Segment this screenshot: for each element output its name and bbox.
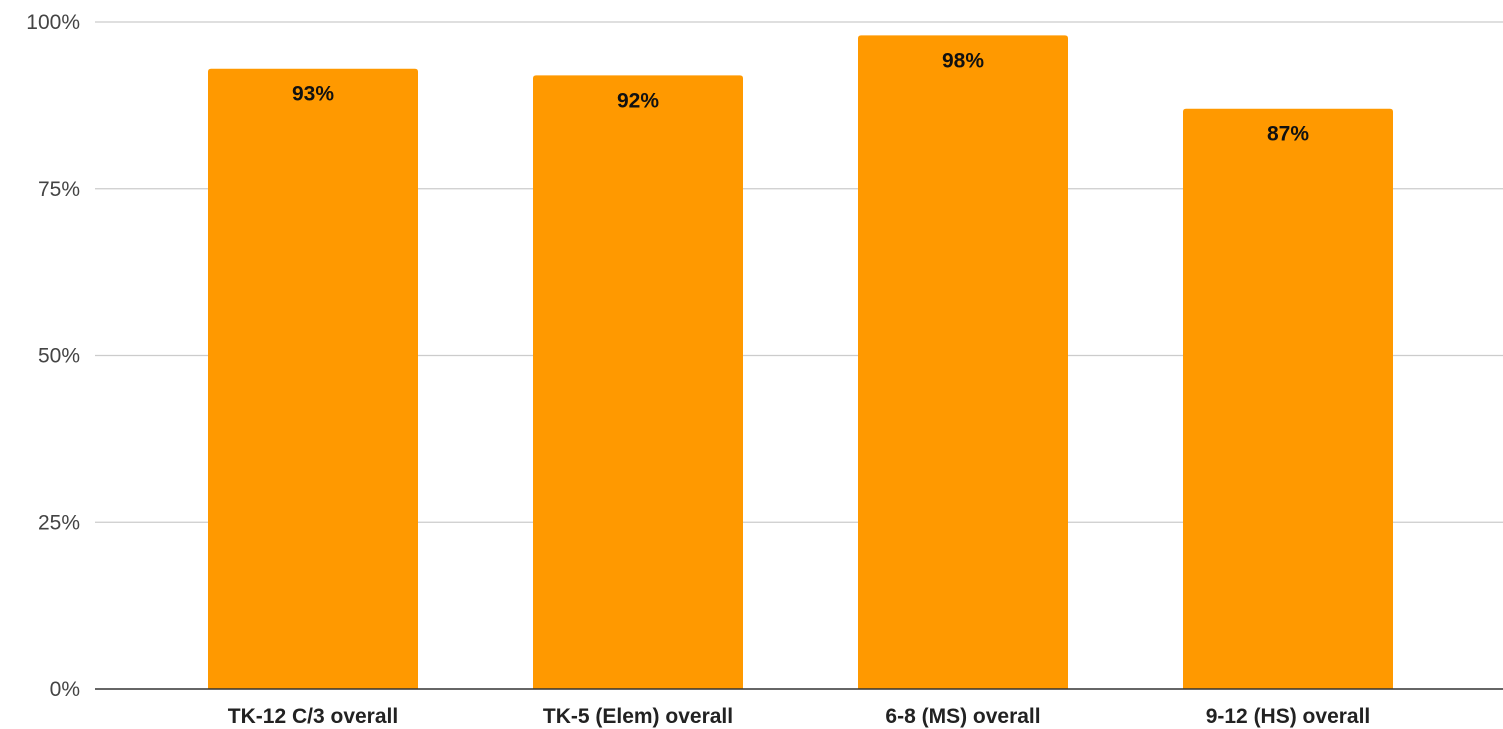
bar (1183, 108, 1393, 689)
data-label: 98% (942, 49, 984, 72)
x-tick-label: TK-5 (Elem) overall (543, 705, 733, 728)
data-label: 93% (292, 83, 334, 106)
bar (208, 68, 418, 689)
x-axis-tick-labels: TK-12 C/3 overall TK-5 (Elem) overall 6-8 … (228, 705, 1370, 728)
x-tick-label: 6-8 (MS) overall (885, 705, 1040, 728)
y-tick-label: 0% (50, 678, 80, 701)
bar (858, 35, 1068, 689)
bars (208, 35, 1393, 690)
y-tick-label: 50% (38, 345, 80, 368)
data-label: 92% (617, 89, 659, 112)
bar (533, 75, 743, 690)
x-tick-label: TK-12 C/3 overall (228, 705, 398, 728)
data-label: 87% (1267, 123, 1309, 146)
x-tick-label: 9-12 (HS) overall (1206, 705, 1371, 728)
y-tick-label: 75% (38, 178, 80, 201)
y-tick-label: 100% (26, 11, 80, 34)
data-labels: 93% 92% 98% 87% (292, 49, 1309, 145)
y-axis-tick-labels: 0% 25% 50% 75% 100% (26, 11, 80, 701)
y-tick-label: 25% (38, 511, 80, 534)
